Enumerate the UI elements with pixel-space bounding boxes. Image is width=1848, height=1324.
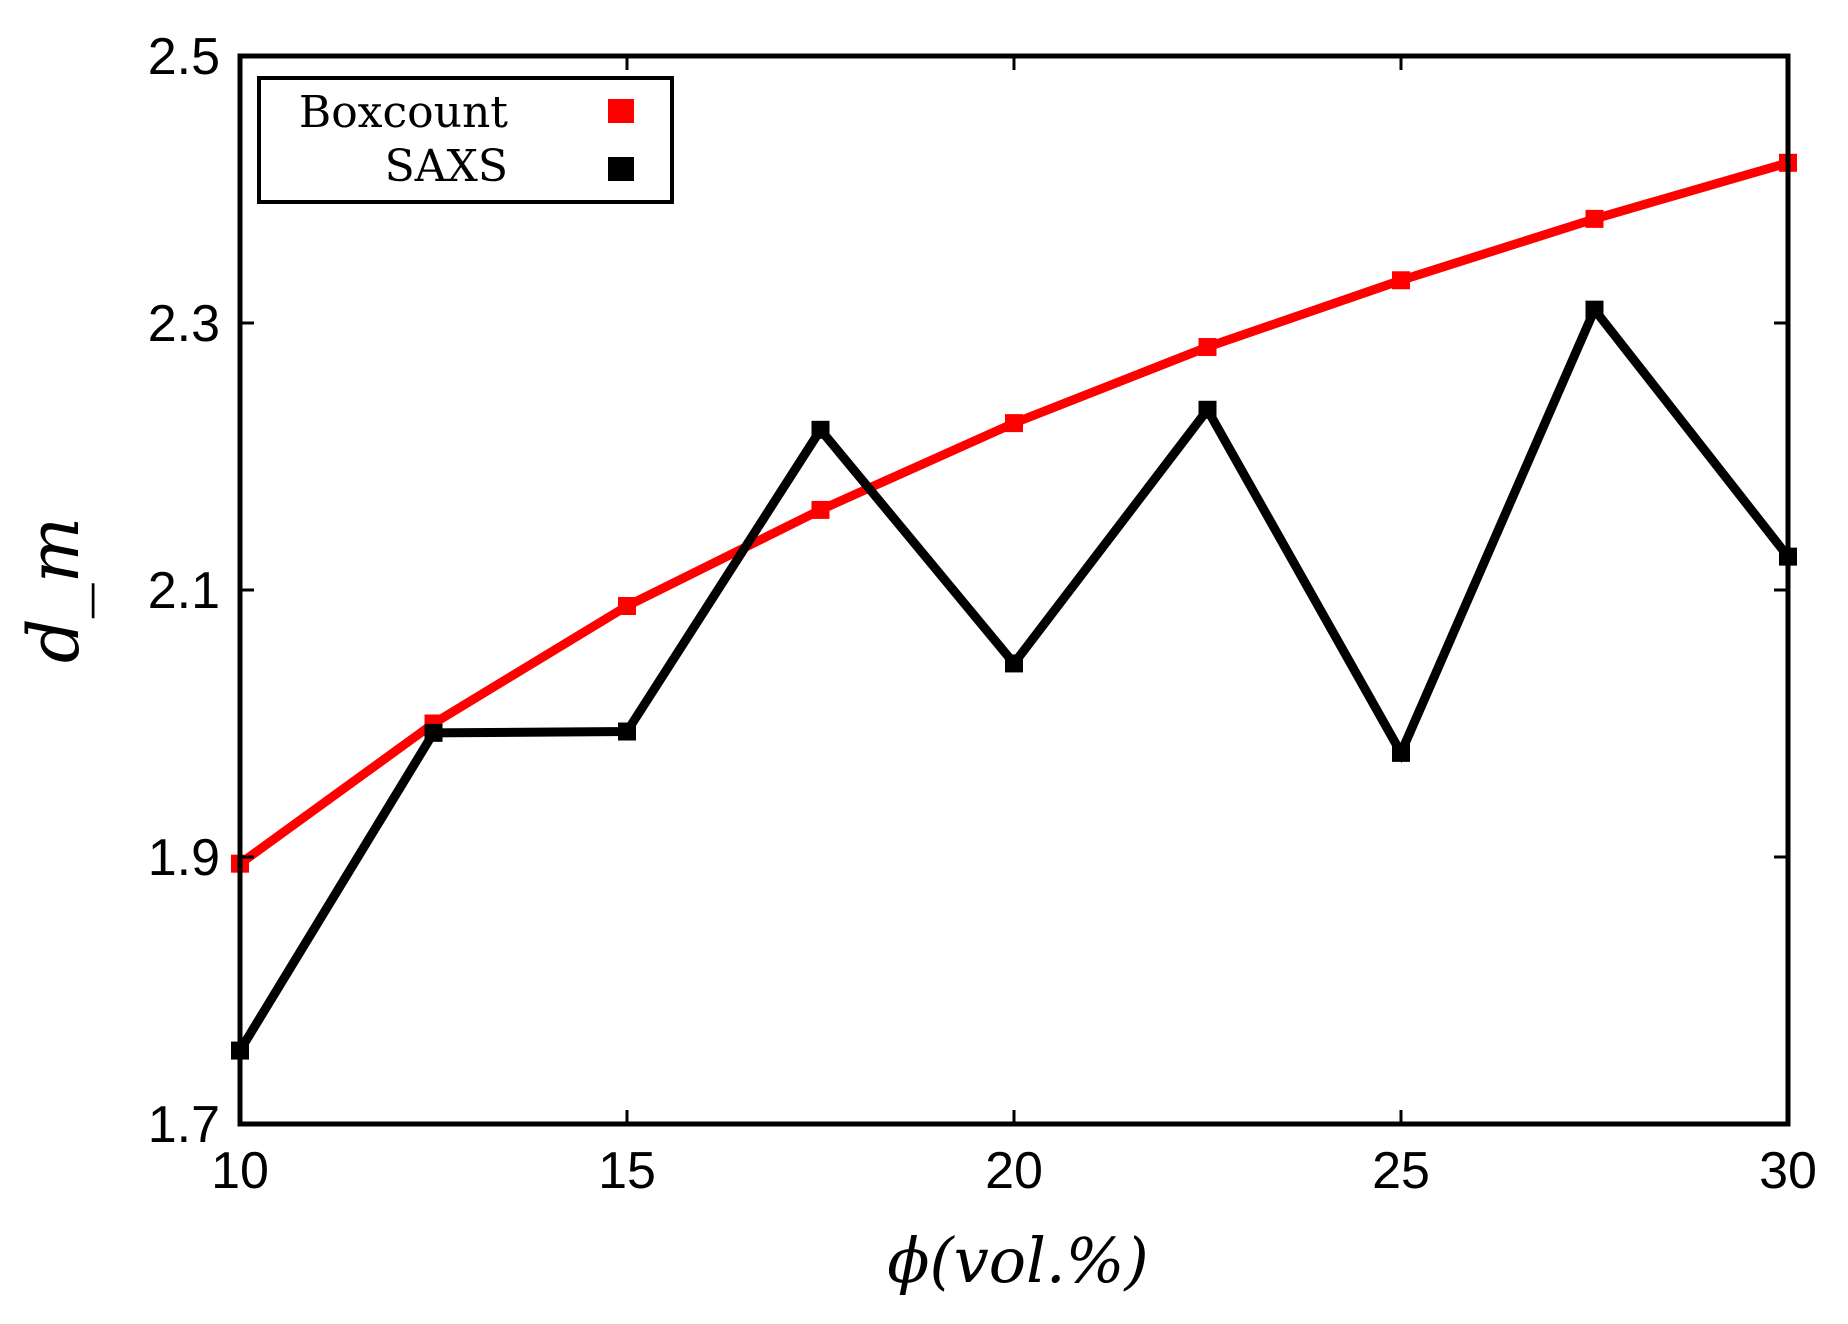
legend: Boxcount SAXS (257, 76, 674, 204)
x-tick-label: 25 (1372, 1142, 1430, 1200)
data-point-boxcount (1392, 271, 1410, 290)
y-tick-label: 1.9 (148, 829, 220, 887)
data-point-boxcount (1585, 209, 1604, 228)
data-point-saxs (1198, 400, 1217, 419)
data-point-saxs (1585, 300, 1604, 319)
x-tick-label: 20 (985, 1142, 1043, 1200)
data-point-boxcount (618, 597, 636, 616)
plot-frame (237, 53, 1791, 1127)
data-point-saxs (1005, 654, 1023, 673)
legend-label-saxs: SAXS (385, 141, 508, 192)
data-point-boxcount (1005, 414, 1023, 433)
series-layer (231, 153, 1797, 1060)
y-tick-label: 2.5 (148, 28, 220, 86)
ticks-layer: 10 15 20 25 30 1.7 1.9 2.1 2.3 2.5 (148, 28, 1817, 1200)
data-point-boxcount (1198, 338, 1217, 357)
legend-box (257, 76, 674, 204)
x-tick-label: 30 (1759, 1142, 1817, 1200)
data-point-saxs (424, 723, 443, 742)
y-tick-label: 2.3 (148, 295, 220, 353)
data-point-saxs (811, 420, 830, 439)
series-line-boxcount (237, 158, 1790, 868)
y-tick-label: 2.1 (148, 562, 220, 620)
y-tick-label: 1.7 (148, 1096, 220, 1154)
legend-marker-saxs (608, 157, 634, 181)
data-point-boxcount (811, 500, 830, 519)
y-axis-title: d_m (13, 517, 95, 663)
x-tick-label: 15 (598, 1142, 656, 1200)
x-tick-label: 10 (211, 1142, 269, 1200)
legend-label-boxcount: Boxcount (299, 87, 508, 138)
x-axis-title: ϕ(vol.%) (887, 1224, 1148, 1297)
data-point-saxs (618, 722, 636, 741)
data-point-saxs (1392, 743, 1410, 762)
legend-marker-boxcount (608, 99, 634, 123)
